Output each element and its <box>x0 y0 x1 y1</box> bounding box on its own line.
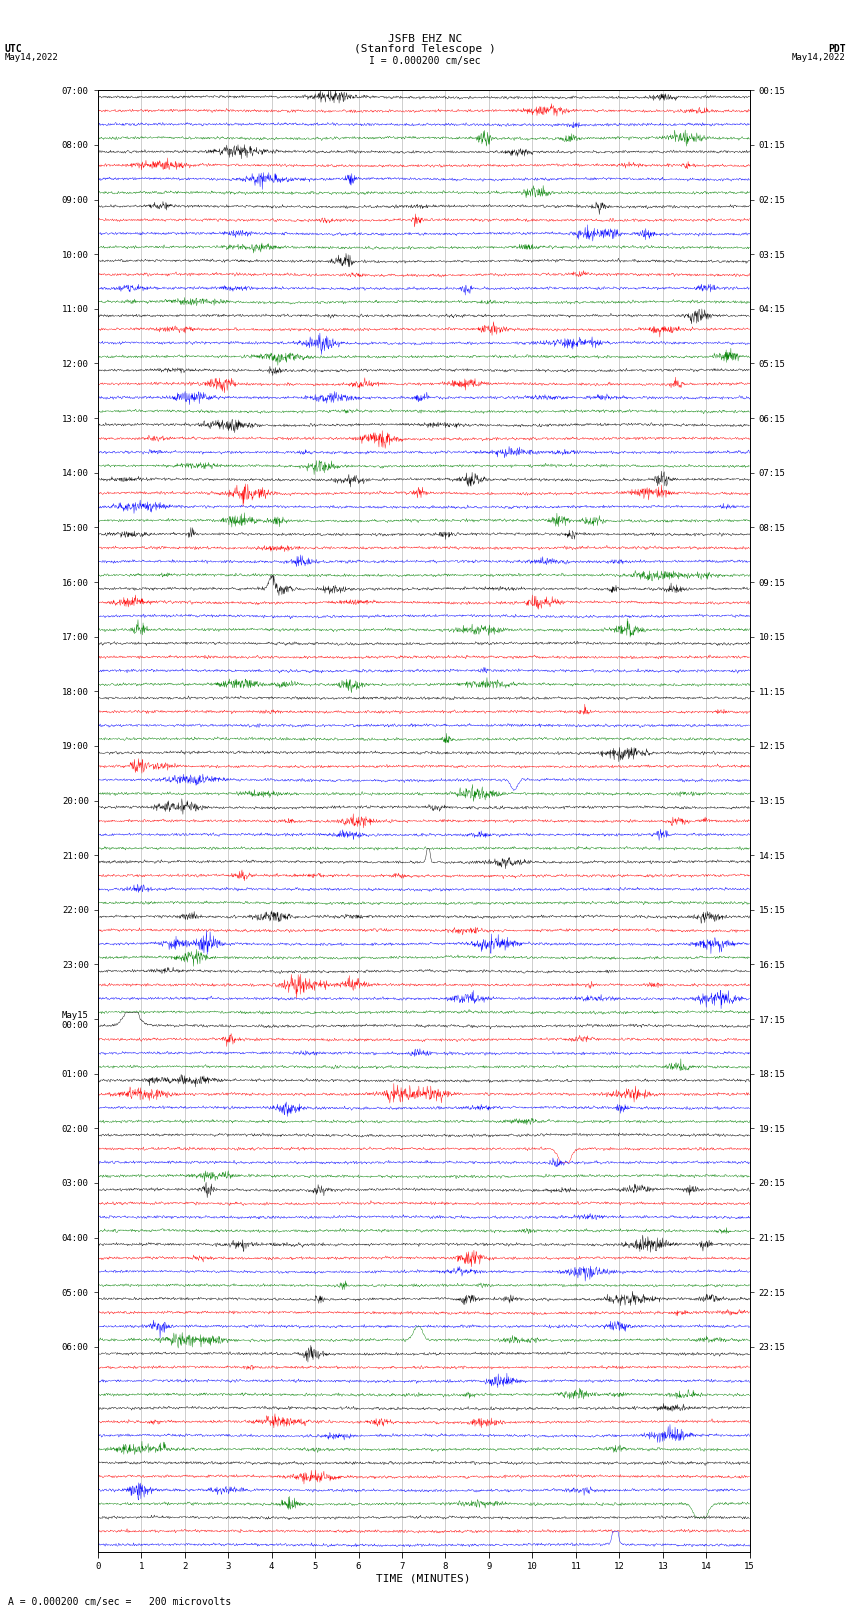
Text: A = 0.000200 cm/sec =   200 microvolts: A = 0.000200 cm/sec = 200 microvolts <box>8 1597 232 1607</box>
Text: UTC: UTC <box>4 44 22 53</box>
Text: PDT: PDT <box>828 44 846 53</box>
Text: May14,2022: May14,2022 <box>792 53 846 63</box>
Text: (Stanford Telescope ): (Stanford Telescope ) <box>354 44 496 53</box>
X-axis label: TIME (MINUTES): TIME (MINUTES) <box>377 1574 471 1584</box>
Text: JSFB EHZ NC: JSFB EHZ NC <box>388 34 462 44</box>
Text: I = 0.000200 cm/sec: I = 0.000200 cm/sec <box>369 56 481 66</box>
Text: May14,2022: May14,2022 <box>4 53 58 63</box>
